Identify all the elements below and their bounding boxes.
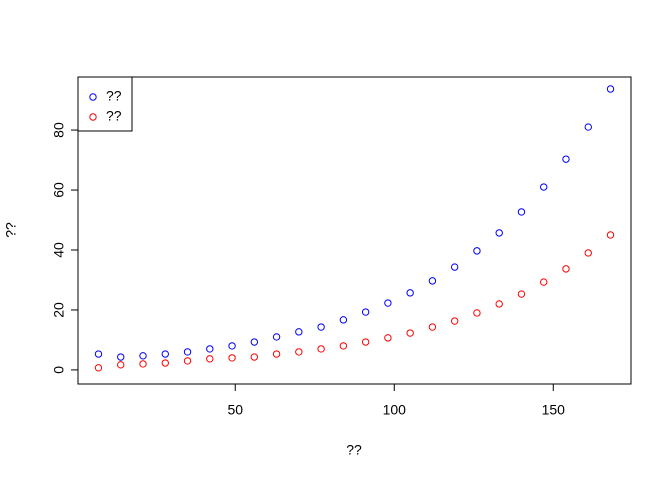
point [562, 265, 570, 273]
point [540, 183, 548, 191]
legend-label: ?? [106, 88, 122, 104]
point [206, 355, 214, 363]
x-axis-label: ?? [346, 442, 362, 458]
point [584, 123, 592, 131]
point [406, 289, 414, 297]
point [517, 208, 526, 216]
point [473, 247, 481, 255]
point [161, 350, 169, 358]
point [206, 345, 214, 353]
point [228, 354, 236, 362]
point [183, 357, 192, 365]
point [250, 338, 259, 346]
point [495, 229, 503, 237]
point [339, 316, 348, 324]
point [228, 342, 236, 350]
point [94, 364, 103, 372]
point [317, 345, 325, 353]
point [117, 361, 125, 369]
legend-box [77, 76, 133, 132]
legend-label: ?? [106, 108, 122, 124]
point [295, 328, 303, 336]
point [562, 155, 570, 163]
x-tick-label: 150 [542, 402, 566, 418]
point [450, 263, 459, 271]
y-tick-label: 80 [51, 122, 67, 138]
point [272, 350, 281, 358]
point [406, 329, 414, 337]
point [495, 300, 503, 308]
point [361, 308, 370, 316]
legend-marker [89, 113, 97, 121]
y-axis-label: ?? [3, 222, 19, 238]
point [317, 323, 325, 331]
point [94, 350, 103, 358]
point [517, 290, 526, 298]
point [250, 353, 259, 361]
point [428, 323, 437, 331]
point [606, 231, 615, 239]
y-tick-label: 0 [51, 366, 67, 374]
point [139, 360, 147, 368]
y-tick-label: 40 [51, 242, 67, 258]
y-tick-label: 20 [51, 302, 67, 318]
point [339, 342, 348, 350]
plot-box [77, 76, 632, 385]
point [384, 334, 392, 342]
y-tick-label: 60 [51, 182, 67, 198]
point [361, 338, 370, 346]
point [183, 348, 192, 356]
point [450, 317, 459, 325]
point [384, 299, 392, 307]
point [428, 277, 437, 285]
point [540, 278, 548, 286]
point [473, 309, 481, 317]
point [606, 85, 615, 93]
point [272, 333, 281, 341]
point [161, 359, 169, 367]
x-tick-label: 50 [227, 402, 243, 418]
point [139, 352, 147, 360]
point [117, 353, 125, 361]
x-tick-label: 100 [383, 402, 407, 418]
point [584, 249, 592, 257]
point [295, 348, 303, 356]
legend-marker [89, 93, 97, 101]
